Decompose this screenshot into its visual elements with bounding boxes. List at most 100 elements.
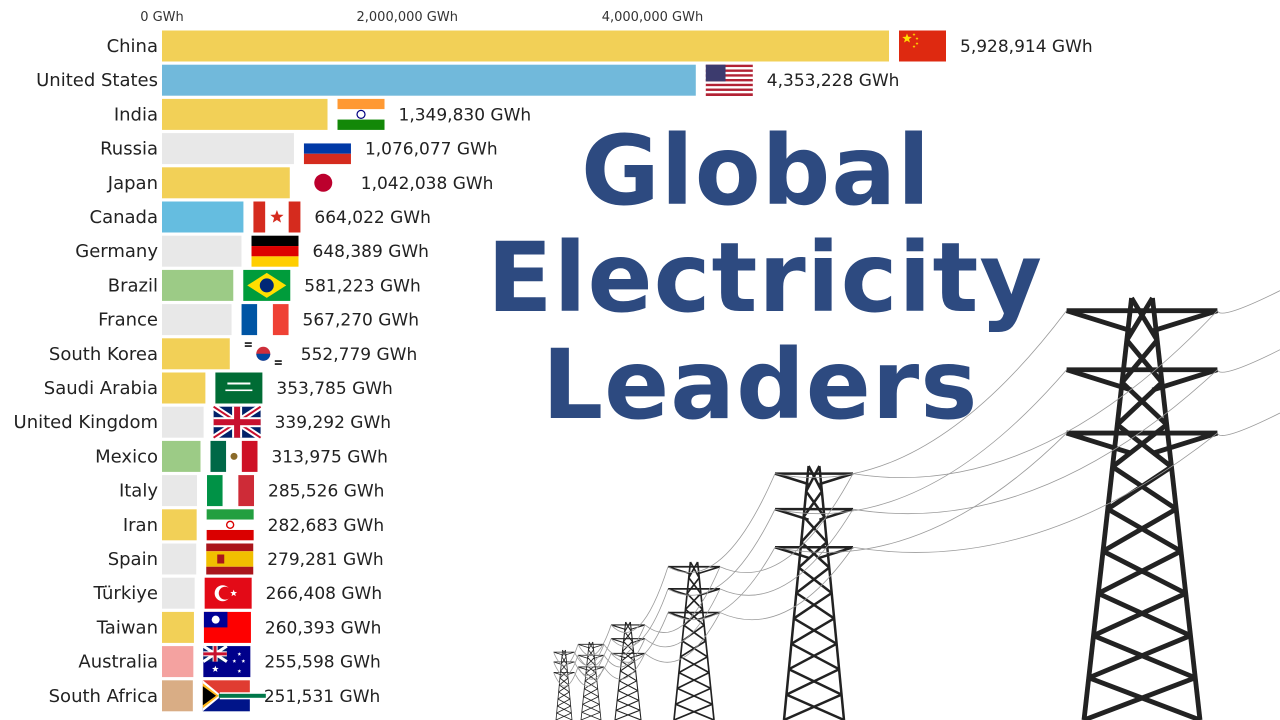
australia-flag-icon [202,644,251,678]
power-lines [553,290,1280,687]
bar-row: Mexico 313,975 GWh [95,440,388,472]
category-label: United States [36,70,158,91]
bar [162,475,198,507]
bar-row: Germany 648,389 GWh [75,235,429,267]
saudi-arabia-flag-icon [215,372,263,404]
turkiye-flag-icon [204,577,252,609]
bar-row: Italy 285,526 GWh [119,475,384,507]
power-tower-icon [577,641,605,720]
india-flag-icon [337,98,385,130]
bar [162,235,242,267]
x-tick-label: 4,000,000 GWh [602,10,703,25]
bar [162,577,195,609]
bar-row: United States 4,353,228 GWh [36,64,900,96]
bar-row: Iran 282,683 GWh [123,509,384,541]
value-label: 664,022 GWh [314,208,430,228]
south-korea-flag-icon [239,338,287,370]
bar [162,338,230,370]
category-label: Brazil [108,275,158,296]
iran-flag-icon [206,509,254,541]
russia-flag-icon [303,133,351,165]
bar [162,611,194,643]
canada-flag-icon [253,201,301,233]
title-line-3: Leaders [542,329,979,441]
value-label: 282,683 GWh [268,516,384,536]
bar [162,372,206,404]
bar-row: China 5,928,914 GWh [107,30,1093,62]
bar [162,406,204,438]
value-label: 4,353,228 GWh [767,71,900,91]
category-label: Canada [90,207,159,228]
germany-flag-icon [251,235,299,267]
value-label: 1,042,038 GWh [361,174,494,194]
usa-flag-icon [705,64,753,96]
value-label: 313,975 GWh [271,447,387,467]
bar [162,201,244,233]
category-label: Italy [119,481,158,502]
category-label: Mexico [95,446,158,467]
value-label: 251,531 GWh [264,687,380,707]
value-label: 279,281 GWh [267,550,383,570]
value-label: 1,076,077 GWh [365,140,498,160]
category-label: Japan [107,173,158,194]
bar-row: Taiwan 260,393 GWh [96,611,381,643]
china-flag-icon [899,30,946,62]
bar [162,98,328,130]
value-label: 1,349,830 GWh [399,105,532,125]
category-label: Australia [78,652,158,673]
title-line-2: Electricity [487,222,1043,334]
power-tower-icon [610,621,646,720]
value-label: 5,928,914 GWh [960,37,1093,57]
category-label: India [114,104,158,125]
value-label: 285,526 GWh [268,482,384,502]
bar-row: Spain 279,281 GWh [108,543,384,575]
power-tower-icon [553,649,575,720]
bar-row: Japan 1,042,038 GWh [107,167,494,199]
mexico-flag-icon [210,440,258,472]
bar [162,167,290,199]
bar-row: India 1,349,830 GWh [114,98,532,130]
category-label: Russia [100,139,158,160]
japan-flag-icon [299,167,347,199]
bar [162,509,197,541]
france-flag-icon [241,304,289,336]
category-label: Germany [75,241,158,262]
value-label: 552,779 GWh [301,345,417,365]
value-label: 260,393 GWh [265,618,381,638]
bar-row: Türkiye 266,408 GWh [93,577,382,609]
bar [162,133,294,165]
bar-row: Canada 664,022 GWh [90,201,431,233]
bar-row: Saudi Arabia 353,785 GWh [44,372,393,404]
spain-flag-icon [206,543,254,575]
category-label: China [107,36,158,57]
value-label: 339,292 GWh [275,413,391,433]
category-label: Saudi Arabia [44,378,158,399]
category-label: Türkiye [93,583,159,604]
bar-row: South Korea 552,779 GWh [49,338,417,370]
bar-row: France 567,270 GWh [98,304,419,336]
value-label: 266,408 GWh [266,584,382,604]
bar-row: United Kingdom 339,292 GWh [14,404,391,441]
bar-row: Russia 1,076,077 GWh [100,133,498,165]
category-label: United Kingdom [14,412,158,433]
bar [162,64,696,96]
uk-flag-icon [211,404,263,441]
x-tick-label: 2,000,000 GWh [357,10,458,25]
power-tower-icon [774,465,854,720]
title-line-1: Global [581,115,932,227]
value-label: 255,598 GWh [264,653,380,673]
bar-row: Australia 255,598 GWh [78,644,381,678]
taiwan-flag-icon [203,611,251,643]
category-label: Iran [123,515,158,536]
south-africa-flag-icon [202,680,267,712]
category-label: South Africa [49,686,158,707]
bar [162,30,889,62]
x-tick-label: 0 GWh [140,10,184,25]
category-label: South Korea [49,344,158,365]
value-label: 353,785 GWh [276,379,392,399]
bar [162,304,232,336]
bar [162,680,193,712]
value-label: 567,270 GWh [303,311,419,331]
